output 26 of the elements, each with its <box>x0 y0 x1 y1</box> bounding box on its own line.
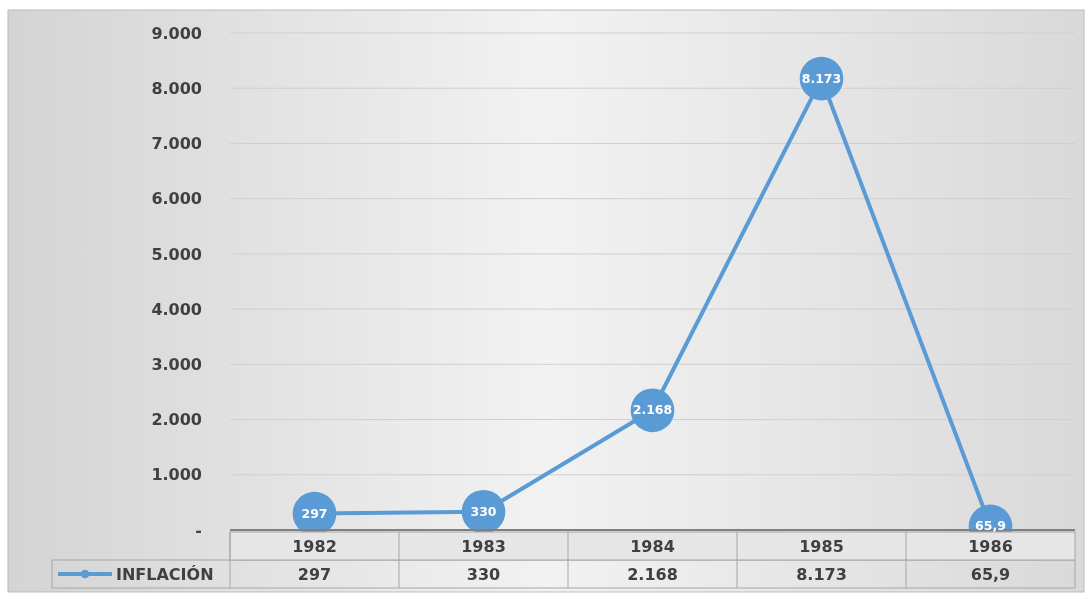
data-label: 65,9 <box>970 565 1011 584</box>
y-tick-label: 9.000 <box>151 23 202 43</box>
y-tick-label: - <box>195 520 202 540</box>
y-tick-label: 3.000 <box>151 354 202 374</box>
x-tick-label: 1986 <box>968 537 1013 556</box>
y-tick-label: 2.000 <box>151 410 202 430</box>
text: 330 <box>470 503 497 519</box>
y-tick-label: 7.000 <box>151 134 202 154</box>
data-label: 8.173 <box>796 565 847 584</box>
legend-label: INFLACIÓN <box>116 565 214 584</box>
text: 8.173 <box>801 70 842 86</box>
text: 2.168 <box>632 402 673 418</box>
text: 65,9 <box>975 518 1006 534</box>
x-tick-label: 1984 <box>630 537 675 556</box>
x-tick-label: 1983 <box>461 537 506 556</box>
x-tick-label: 1982 <box>292 537 337 556</box>
y-tick-label: 5.000 <box>151 244 202 264</box>
y-tick-label: 1.000 <box>151 465 202 485</box>
y-tick-label: 4.000 <box>151 299 202 319</box>
y-tick-label: 8.000 <box>151 78 202 98</box>
data-label: 2.168 <box>627 565 678 584</box>
data-label: 330 <box>466 565 501 584</box>
y-tick-label: 6.000 <box>151 189 202 209</box>
x-tick-label: 1985 <box>799 537 844 556</box>
text: 297 <box>301 505 328 521</box>
data-label: 297 <box>297 565 332 584</box>
